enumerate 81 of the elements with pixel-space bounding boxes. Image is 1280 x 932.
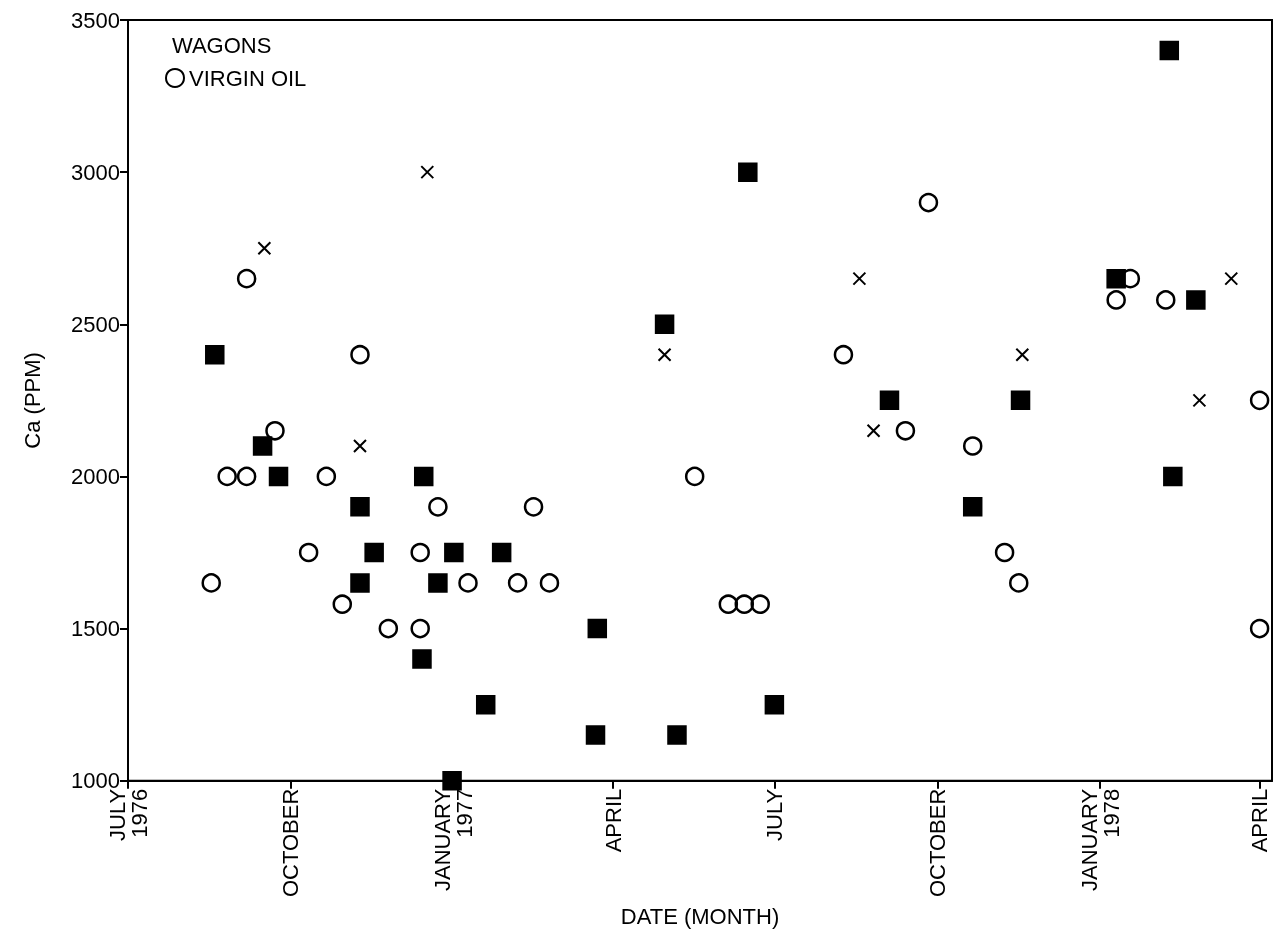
point <box>1163 466 1183 487</box>
point <box>1159 40 1180 61</box>
point <box>316 466 337 487</box>
point <box>764 694 785 715</box>
point <box>378 618 399 639</box>
point <box>585 725 606 745</box>
point <box>298 542 319 563</box>
point <box>350 573 370 593</box>
x-tick-label: APRIL <box>1247 788 1273 853</box>
point <box>442 770 462 791</box>
point <box>410 618 430 639</box>
point <box>718 594 739 614</box>
point <box>523 497 544 517</box>
x-tick-label: APRIL <box>600 788 626 853</box>
y-tick-label: 2500 <box>71 311 120 337</box>
point <box>507 573 528 593</box>
point <box>236 466 257 487</box>
x-axis-title: DATE (MONTH) <box>620 903 780 929</box>
point <box>1156 290 1176 310</box>
point <box>332 594 353 614</box>
point <box>1186 290 1206 310</box>
point <box>918 192 939 213</box>
point <box>252 436 273 456</box>
point <box>1249 618 1270 639</box>
point <box>962 497 983 517</box>
point <box>654 314 675 335</box>
point <box>444 542 464 563</box>
y-tick-label: 2000 <box>71 463 120 489</box>
point <box>491 542 512 563</box>
x-tick-label: JULY <box>761 788 787 841</box>
point <box>1249 390 1270 411</box>
point <box>879 390 900 411</box>
point <box>1106 290 1126 310</box>
point <box>475 694 496 715</box>
point <box>1015 347 1030 362</box>
point <box>866 423 881 438</box>
point <box>268 466 289 487</box>
legend-title: WAGONS <box>172 32 272 58</box>
y-tick-label: 3000 <box>71 159 120 185</box>
point <box>1224 271 1239 286</box>
point <box>350 497 370 517</box>
point <box>352 439 367 453</box>
point <box>1009 573 1029 593</box>
point <box>587 618 608 639</box>
x-tick-label: JANUARY 1977 <box>430 788 478 892</box>
point <box>205 344 225 365</box>
point <box>217 466 237 487</box>
x-tick-label: OCTOBER <box>278 788 304 898</box>
point <box>257 241 272 256</box>
y-axis-title: Ca (PPM) <box>19 352 45 449</box>
legend-label: VIRGIN OIL <box>189 65 307 91</box>
point <box>420 165 435 180</box>
point <box>734 594 755 614</box>
point <box>236 268 257 289</box>
point <box>895 421 916 441</box>
point <box>410 542 430 563</box>
point <box>667 725 687 745</box>
point <box>201 573 221 593</box>
point <box>539 573 560 593</box>
point <box>428 573 448 593</box>
point <box>738 162 758 182</box>
point <box>1010 390 1031 411</box>
x-tick-label: OCTOBER <box>924 788 950 898</box>
point <box>833 344 854 365</box>
point <box>684 466 705 487</box>
point <box>750 594 770 614</box>
point <box>962 436 983 456</box>
point <box>265 421 285 441</box>
point <box>458 573 478 593</box>
y-tick-label: 1500 <box>71 616 120 642</box>
y-tick-label: 3500 <box>71 7 120 33</box>
point <box>657 347 672 362</box>
point <box>428 497 448 517</box>
point <box>1192 393 1207 408</box>
point <box>852 271 867 286</box>
point <box>413 466 434 487</box>
point <box>412 649 432 669</box>
point <box>350 344 370 365</box>
point <box>364 542 384 563</box>
point <box>994 542 1015 563</box>
x-tick-label: JANUARY 1978 <box>1076 788 1124 892</box>
